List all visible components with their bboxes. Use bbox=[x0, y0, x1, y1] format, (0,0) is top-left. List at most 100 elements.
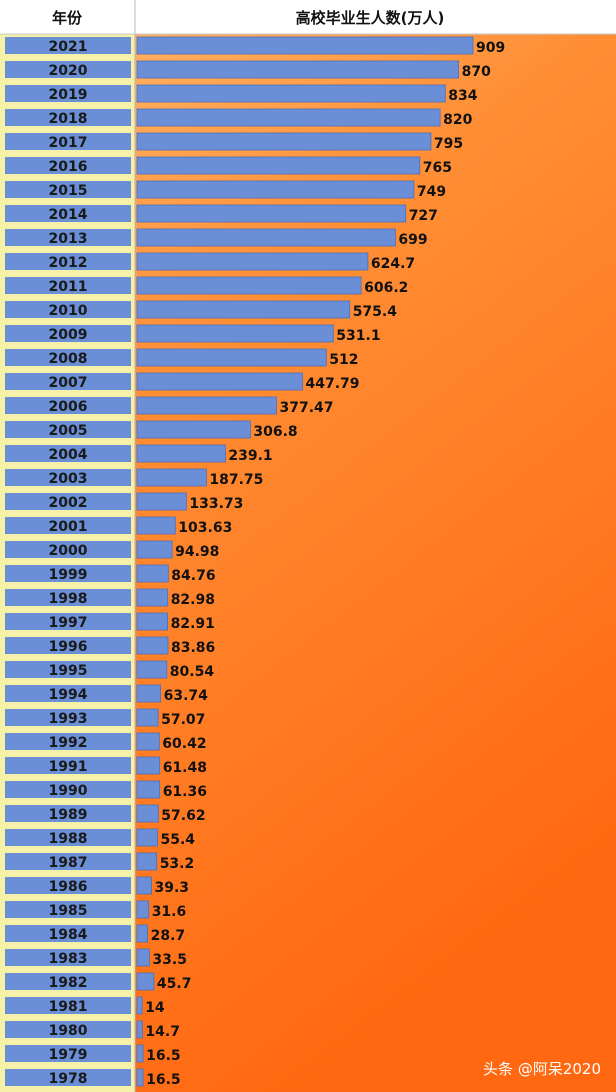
watermark: 头条 @阿呆2020 bbox=[483, 1060, 601, 1078]
value-label: 84.76 bbox=[171, 568, 215, 584]
value-label: 103.63 bbox=[178, 520, 232, 536]
year-label: 2002 bbox=[49, 495, 88, 511]
bar bbox=[136, 708, 159, 727]
value-label: 39.3 bbox=[155, 880, 190, 896]
value-label: 531.1 bbox=[336, 328, 380, 344]
year-label: 2005 bbox=[49, 423, 88, 439]
year-label: 1991 bbox=[49, 759, 88, 775]
bar bbox=[136, 204, 407, 223]
bar bbox=[136, 828, 158, 847]
year-label: 1982 bbox=[49, 975, 88, 991]
value-label: 57.07 bbox=[161, 712, 205, 728]
value-label: 14.7 bbox=[145, 1024, 180, 1040]
year-cell bbox=[5, 949, 131, 966]
value-label: 60.42 bbox=[162, 736, 206, 752]
bar bbox=[136, 36, 474, 55]
value-label: 727 bbox=[409, 208, 438, 224]
year-label: 1978 bbox=[49, 1071, 88, 1087]
year-label: 1979 bbox=[49, 1047, 88, 1063]
bar bbox=[136, 228, 396, 247]
year-label: 2009 bbox=[49, 327, 88, 343]
year-cell bbox=[5, 229, 131, 246]
value-label: 909 bbox=[476, 40, 505, 56]
value-label: 82.98 bbox=[171, 592, 215, 608]
bar bbox=[136, 588, 169, 607]
year-cell bbox=[5, 397, 131, 414]
bar bbox=[136, 1068, 144, 1087]
bar bbox=[136, 924, 149, 943]
year-label: 1980 bbox=[49, 1023, 88, 1039]
year-cell bbox=[5, 637, 131, 654]
year-cell bbox=[5, 85, 131, 102]
year-cell bbox=[5, 253, 131, 270]
bar bbox=[136, 1020, 143, 1039]
value-label: 820 bbox=[443, 112, 472, 128]
value-label: 870 bbox=[462, 64, 491, 80]
value-label: 624.7 bbox=[371, 256, 415, 272]
year-cell bbox=[5, 997, 131, 1014]
bar bbox=[136, 156, 421, 175]
year-label: 2021 bbox=[49, 39, 88, 55]
year-label: 1998 bbox=[49, 591, 88, 607]
year-label: 2011 bbox=[49, 279, 88, 295]
year-cell bbox=[5, 1021, 131, 1038]
bar bbox=[136, 444, 226, 463]
bar bbox=[136, 660, 168, 679]
value-label: 31.6 bbox=[152, 904, 187, 920]
value-label: 699 bbox=[398, 232, 427, 248]
value-label: 512 bbox=[329, 352, 358, 368]
value-label: 765 bbox=[423, 160, 452, 176]
value-label: 377.47 bbox=[280, 400, 334, 416]
value-label: 133.73 bbox=[189, 496, 243, 512]
year-label: 2010 bbox=[49, 303, 88, 319]
bar bbox=[136, 108, 441, 127]
bar bbox=[136, 420, 251, 439]
year-cell bbox=[5, 733, 131, 750]
bar bbox=[136, 276, 362, 295]
value-label: 55.4 bbox=[161, 832, 196, 848]
bar bbox=[136, 564, 169, 583]
bar bbox=[136, 372, 303, 391]
year-label: 2008 bbox=[49, 351, 88, 367]
bar bbox=[136, 300, 351, 319]
year-cell bbox=[5, 853, 131, 870]
year-cell bbox=[5, 565, 131, 582]
year-label: 1997 bbox=[49, 615, 88, 631]
year-cell bbox=[5, 325, 131, 342]
value-label: 14 bbox=[145, 1000, 165, 1016]
value-label: 82.91 bbox=[171, 616, 215, 632]
year-label: 1984 bbox=[49, 927, 88, 943]
year-label: 1990 bbox=[49, 783, 88, 799]
value-label: 94.98 bbox=[175, 544, 219, 560]
year-label: 2013 bbox=[49, 231, 88, 247]
year-cell bbox=[5, 301, 131, 318]
year-cell bbox=[5, 421, 131, 438]
year-cell bbox=[5, 541, 131, 558]
year-label: 1993 bbox=[49, 711, 88, 727]
year-cell bbox=[5, 205, 131, 222]
year-label: 1992 bbox=[49, 735, 88, 751]
bar bbox=[136, 252, 369, 271]
bar bbox=[136, 540, 173, 559]
year-cell bbox=[5, 109, 131, 126]
bar bbox=[136, 1044, 144, 1063]
bar bbox=[136, 876, 152, 895]
value-label: 80.54 bbox=[170, 664, 215, 680]
year-cell bbox=[5, 757, 131, 774]
value-label: 795 bbox=[434, 136, 463, 152]
year-label: 1985 bbox=[49, 903, 88, 919]
year-label: 1989 bbox=[49, 807, 88, 823]
bar bbox=[136, 804, 159, 823]
bar-rows: 2021 909 2020 870 2019 834 2018 820 2017 795 2016 7… bbox=[5, 36, 505, 1088]
year-label: 1983 bbox=[49, 951, 88, 967]
bar bbox=[136, 84, 446, 103]
value-label: 834 bbox=[448, 88, 477, 104]
bar bbox=[136, 324, 334, 343]
year-cell bbox=[5, 277, 131, 294]
bar bbox=[136, 348, 327, 367]
value-label: 749 bbox=[417, 184, 446, 200]
year-cell bbox=[5, 517, 131, 534]
year-label: 2018 bbox=[49, 111, 88, 127]
year-cell bbox=[5, 373, 131, 390]
year-cell bbox=[5, 781, 131, 798]
